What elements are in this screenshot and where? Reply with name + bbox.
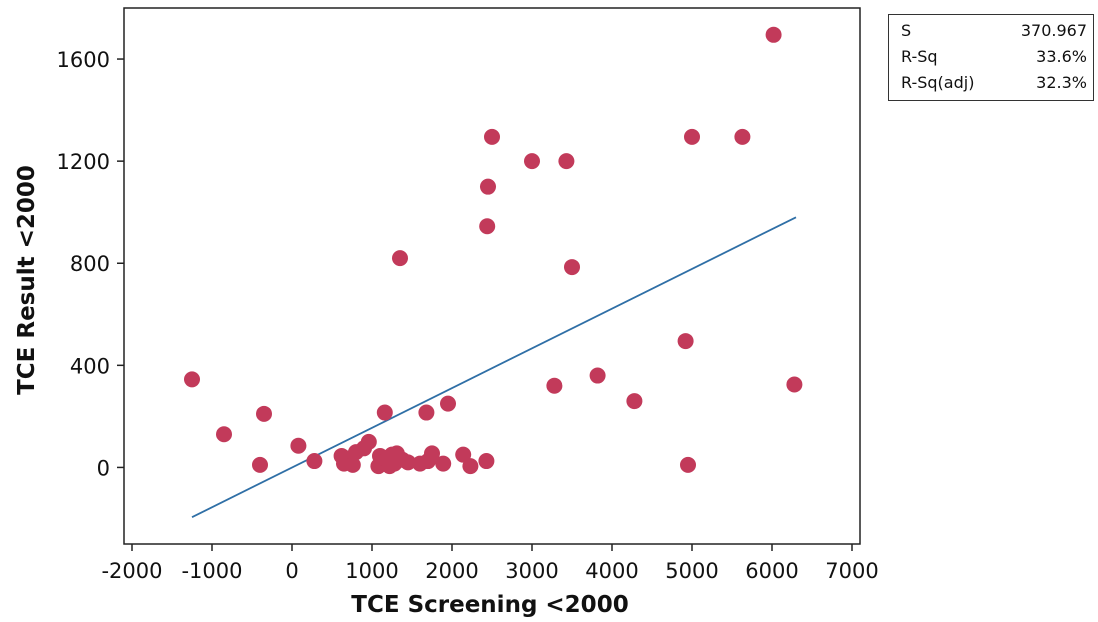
- model-summary-box: S 370.967 R-Sq 33.6% R-Sq(adj) 32.3%: [888, 14, 1094, 101]
- stats-row-rsq-adj: R-Sq(adj) 32.3%: [889, 69, 1093, 95]
- data-point: [392, 250, 408, 267]
- data-point: [626, 393, 643, 410]
- data-point: [216, 426, 232, 443]
- plot-frame: [123, 7, 861, 545]
- stats-label: R-Sq(adj): [901, 72, 975, 92]
- x-tick-label: 0: [285, 559, 298, 583]
- data-point: [479, 218, 496, 235]
- y-tick-label: 1600: [57, 48, 110, 72]
- data-point: [306, 453, 323, 470]
- x-axis-label: TCE Screening <2000: [351, 592, 628, 618]
- data-point: [484, 128, 500, 145]
- data-point: [290, 437, 307, 454]
- stats-value: 32.3%: [1036, 72, 1087, 92]
- data-point: [462, 458, 479, 475]
- data-point: [524, 153, 540, 170]
- data-point: [786, 376, 803, 393]
- x-tick-label: -2000: [101, 559, 162, 583]
- stats-value: 370.967: [1020, 20, 1087, 40]
- data-point: [418, 404, 435, 421]
- x-tick-label: 1000: [345, 559, 398, 583]
- x-tick-label: 4000: [585, 559, 638, 583]
- x-tick-label: -1000: [181, 559, 242, 583]
- stats-label: R-Sq: [901, 46, 938, 66]
- data-point: [252, 456, 268, 473]
- x-tick-label: 7000: [825, 559, 878, 583]
- y-tick-label: 400: [70, 354, 110, 378]
- stats-value: 33.6%: [1036, 46, 1087, 66]
- x-tick-label: 6000: [745, 559, 798, 583]
- data-point: [435, 455, 452, 472]
- data-point: [344, 456, 361, 473]
- data-point: [480, 178, 496, 195]
- y-axis-label: TCE Result <2000: [14, 165, 40, 395]
- data-point: [424, 445, 440, 462]
- x-tick-label: 5000: [665, 559, 718, 583]
- stats-row-rsq: R-Sq 33.6%: [889, 43, 1093, 69]
- y-tick-label: 800: [70, 252, 110, 276]
- data-point: [256, 405, 272, 422]
- data-point: [400, 454, 416, 471]
- data-point: [684, 128, 700, 145]
- data-point: [564, 259, 580, 276]
- regression-line: [191, 216, 797, 519]
- data-point: [558, 153, 575, 170]
- data-point: [765, 26, 782, 43]
- x-tick-label: 3000: [505, 559, 558, 583]
- data-point: [677, 333, 694, 350]
- model-summary-table: S 370.967 R-Sq 33.6% R-Sq(adj) 32.3%: [889, 17, 1093, 95]
- data-point: [734, 128, 751, 145]
- stats-row-s: S 370.967: [889, 17, 1093, 43]
- y-tick-label: 1200: [57, 150, 110, 174]
- data-point: [680, 456, 696, 473]
- data-point: [478, 453, 495, 470]
- data-point: [546, 377, 563, 394]
- stats-label: S: [901, 20, 912, 40]
- data-point: [360, 433, 377, 450]
- y-tick-label: 0: [97, 456, 110, 480]
- data-point: [455, 446, 472, 463]
- data-point: [589, 367, 606, 384]
- x-tick-label: 2000: [425, 559, 478, 583]
- data-point: [184, 371, 200, 388]
- data-point: [376, 404, 393, 421]
- data-point: [440, 395, 456, 412]
